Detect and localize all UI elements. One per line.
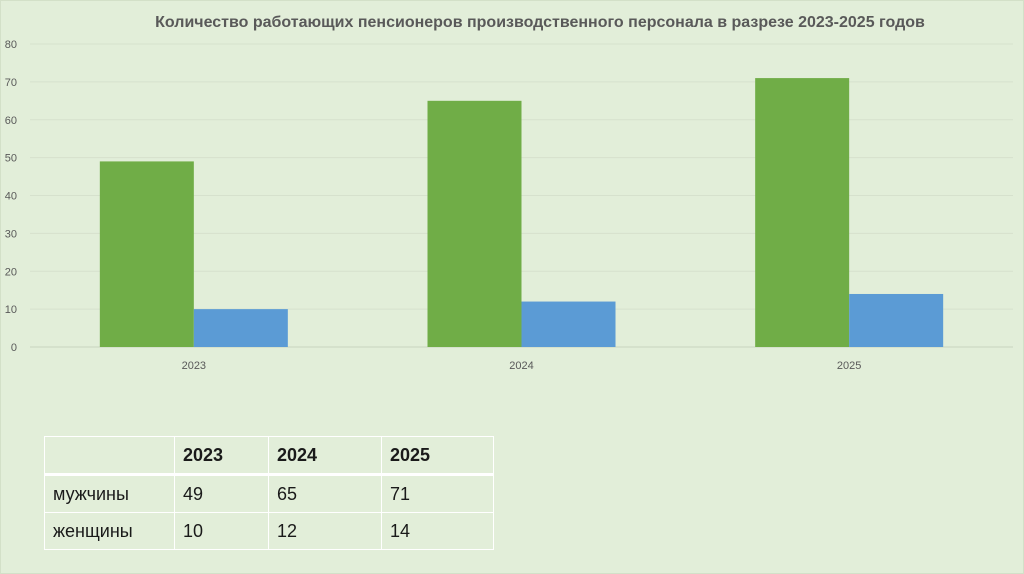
- table-header-cell: 2024: [268, 436, 382, 476]
- y-tick-label: 80: [5, 39, 17, 51]
- data-table: 2023 2024 2025 мужчины 49 65 71 женщины …: [44, 436, 494, 550]
- table-row: женщины 10 12 14: [44, 512, 494, 550]
- x-tick-label: 2024: [509, 360, 533, 372]
- y-tick-label: 30: [5, 228, 17, 240]
- table-cell: женщины: [44, 512, 175, 550]
- table-cell: мужчины: [44, 474, 175, 513]
- y-tick-label: 10: [5, 304, 17, 316]
- y-axis-tick-labels: 0 10 20 30 40 50 60 70 80: [5, 39, 17, 354]
- table-header-cell: [44, 436, 175, 476]
- bars: [99, 78, 944, 348]
- x-tick-label: 2025: [837, 360, 861, 372]
- bar: [521, 301, 616, 347]
- table-header-cell: 2025: [381, 436, 494, 476]
- table-row: мужчины 49 65 71: [44, 474, 494, 513]
- y-tick-label: 50: [5, 153, 17, 165]
- table-cell: 14: [381, 512, 494, 550]
- table-header-row: 2023 2024 2025: [44, 436, 494, 476]
- y-tick-label: 40: [5, 191, 17, 203]
- bar-chart: 0 10 20 30 40 50 60 70 80 2023 2024 2025: [5, 39, 1013, 372]
- bar: [99, 161, 194, 347]
- table-header-cell: 2023: [174, 436, 269, 476]
- x-axis-tick-labels: 2023 2024 2025: [182, 360, 862, 372]
- bar: [755, 78, 850, 348]
- table-cell: 12: [268, 512, 382, 550]
- table-cell: 65: [268, 474, 382, 513]
- y-tick-label: 0: [11, 342, 17, 354]
- y-tick-label: 60: [5, 115, 17, 127]
- bar: [427, 100, 522, 347]
- y-tick-label: 20: [5, 266, 17, 278]
- y-tick-label: 70: [5, 77, 17, 89]
- table-cell: 49: [174, 474, 269, 513]
- chart-title: Количество работающих пенсионеров произв…: [155, 14, 925, 31]
- x-tick-label: 2023: [182, 360, 206, 372]
- bar: [193, 309, 288, 347]
- table-cell: 10: [174, 512, 269, 550]
- table-cell: 71: [381, 474, 494, 513]
- bar: [849, 293, 944, 347]
